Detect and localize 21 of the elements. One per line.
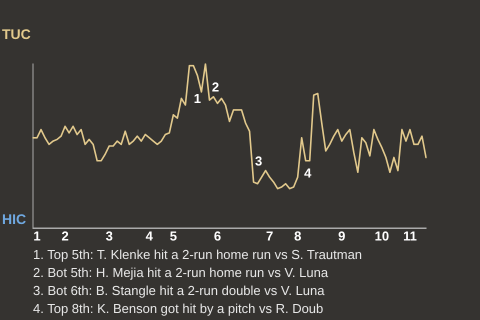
- text: 4. Top 8th: K. Benson got hit by a pitch vs R. Doub: [33, 300, 324, 318]
- text: 3. Bot 6th: B. Stangle hit a 2-run double vs V. Luna: [33, 282, 326, 300]
- x-tick-label: 2: [61, 228, 69, 244]
- x-tick-label: 9: [338, 228, 346, 244]
- annotation: 2: [212, 80, 220, 95]
- annotation: 3: [254, 154, 262, 169]
- annotation: 4: [304, 165, 312, 180]
- annotation: 1: [194, 91, 202, 106]
- text: 1. Top 5th: T. Klenke hit a 2-run home run vs S. Trautman: [33, 246, 362, 264]
- text: 2. Bot 5th: H. Mejia hit a 2-run home run vs V. Luna: [33, 264, 330, 282]
- x-tick-label: 3: [106, 228, 113, 244]
- x-tick-label: 11: [403, 228, 417, 244]
- text: TUC: [2, 26, 31, 42]
- x-tick-label: 4: [146, 228, 154, 244]
- text: HIC: [2, 211, 26, 227]
- x-tick-label: 10: [374, 228, 390, 244]
- x-tick-label: 1: [33, 228, 41, 244]
- x-tick-label: 5: [170, 228, 177, 244]
- x-tick-label: 8: [294, 228, 302, 244]
- x-tick-label: 7: [266, 228, 274, 244]
- x-tick-label: 6: [214, 228, 222, 244]
